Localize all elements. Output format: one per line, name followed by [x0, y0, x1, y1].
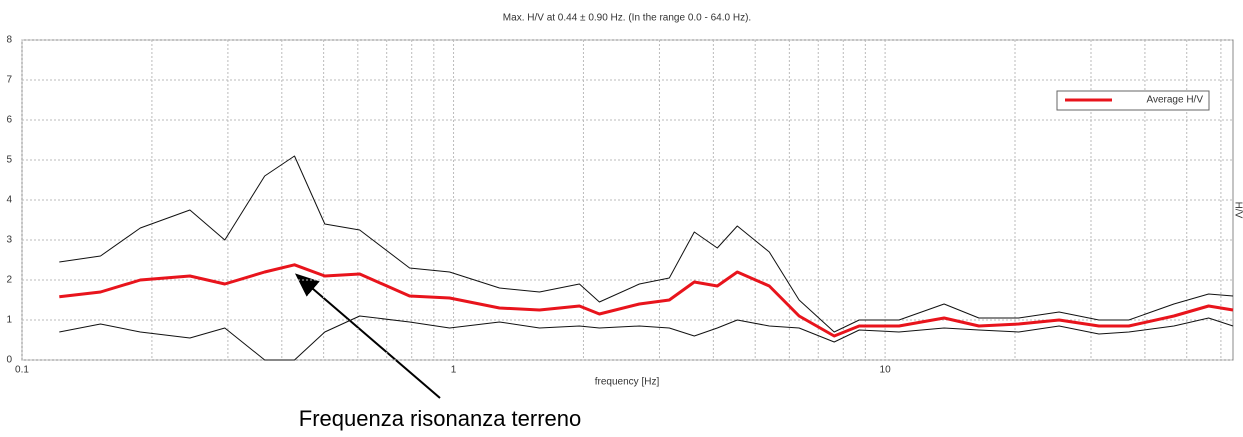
x-tick-label: 0.1 — [15, 365, 29, 376]
y-tick-label: 1 — [6, 315, 12, 326]
annotation: Frequenza risonanza terreno — [299, 406, 582, 431]
x-tick-label: 10 — [880, 365, 892, 376]
y-tick-label: 2 — [6, 275, 12, 286]
series-line — [59, 263, 1234, 338]
y-tick-label: 0 — [6, 355, 12, 366]
series-line — [59, 155, 1234, 333]
x-tick-label: 1 — [451, 365, 457, 376]
y-axis-label: H/V — [1232, 202, 1243, 219]
legend-box — [1056, 90, 1210, 111]
y-tick-label: 5 — [6, 155, 12, 166]
y-tick-label: 7 — [6, 75, 12, 86]
chart-title: Max. H/V at 0.44 ± 0.90 Hz. (In the rang… — [503, 13, 751, 24]
x-axis-label: frequency [Hz] — [595, 377, 660, 388]
y-tick-label: 3 — [6, 235, 12, 246]
series-line — [59, 315, 1234, 361]
legend-label: Average H/V — [1146, 95, 1203, 106]
y-tick-label: 6 — [6, 115, 12, 126]
y-tick-label: 8 — [6, 35, 12, 46]
y-tick-label: 4 — [6, 195, 12, 206]
annotation-arrow — [294, 273, 441, 399]
